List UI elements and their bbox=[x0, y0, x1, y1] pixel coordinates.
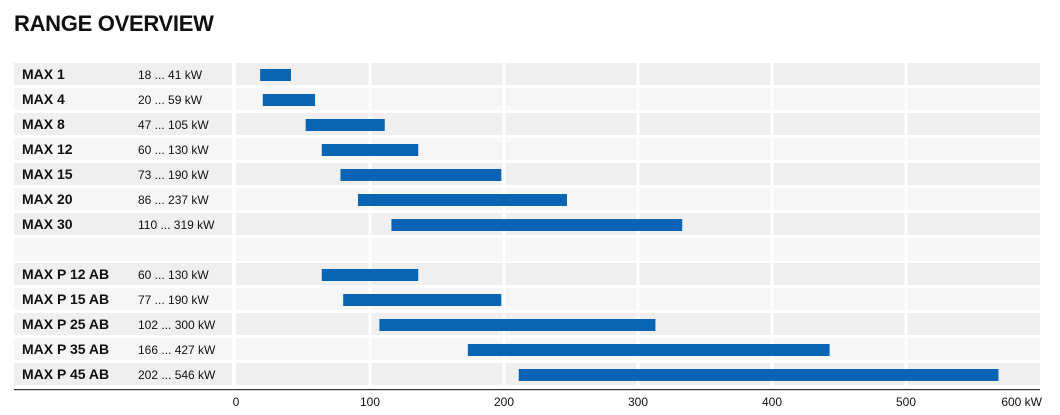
row-name-1-2: MAX P 25 AB bbox=[22, 316, 109, 332]
row-range-1-3: 166 ... 427 kW bbox=[138, 343, 216, 357]
row-name-0-0: MAX 1 bbox=[22, 66, 65, 82]
row-range-0-4: 73 ... 190 kW bbox=[138, 168, 209, 182]
bar-0-4 bbox=[340, 169, 502, 181]
gridline-400 bbox=[770, 62, 774, 387]
bar-1-3 bbox=[467, 344, 830, 356]
row-name-1-4: MAX P 45 AB bbox=[22, 366, 109, 382]
row-band-0-3 bbox=[14, 138, 1040, 160]
bar-0-5 bbox=[357, 194, 567, 206]
bar-0-6 bbox=[391, 219, 683, 231]
page-title: RANGE OVERVIEW bbox=[14, 11, 214, 36]
x-tick-label-1: 100 bbox=[360, 395, 380, 409]
row-range-1-2: 102 ... 300 kW bbox=[138, 318, 216, 332]
bar-0-3 bbox=[321, 144, 419, 156]
x-tick-label-5: 500 bbox=[896, 395, 916, 409]
row-band-0-2 bbox=[14, 113, 1040, 135]
bar-1-4 bbox=[518, 369, 999, 381]
row-name-0-3: MAX 12 bbox=[22, 141, 73, 157]
row-range-0-6: 110 ... 319 kW bbox=[138, 218, 215, 232]
row-band-1-0 bbox=[14, 263, 1040, 285]
row-name-0-4: MAX 15 bbox=[22, 166, 73, 182]
row-name-0-2: MAX 8 bbox=[22, 116, 65, 132]
bar-1-1 bbox=[343, 294, 502, 306]
bar-0-0 bbox=[260, 69, 291, 81]
row-name-1-3: MAX P 35 AB bbox=[22, 341, 109, 357]
row-range-0-5: 86 ... 237 kW bbox=[138, 193, 209, 207]
x-tick-label-0: 0 bbox=[233, 395, 240, 409]
x-tick-label-2: 200 bbox=[494, 395, 514, 409]
x-axis-line bbox=[14, 389, 1040, 391]
x-tick-label-3: 300 bbox=[628, 395, 648, 409]
row-name-1-0: MAX P 12 AB bbox=[22, 266, 109, 282]
bar-0-2 bbox=[305, 119, 385, 131]
row-range-0-1: 20 ... 59 kW bbox=[138, 93, 203, 107]
x-tick-label-4: 400 bbox=[762, 395, 782, 409]
row-band-1-1 bbox=[14, 288, 1040, 310]
row-range-0-2: 47 ... 105 kW bbox=[138, 118, 209, 132]
label-plot-separator bbox=[232, 62, 236, 387]
row-name-0-6: MAX 30 bbox=[22, 216, 73, 232]
x-tick-label-6: 600 kW bbox=[1001, 395, 1042, 409]
gridline-100 bbox=[368, 62, 372, 387]
row-name-0-1: MAX 4 bbox=[22, 91, 65, 107]
bar-1-0 bbox=[321, 269, 419, 281]
row-band-0-4 bbox=[14, 163, 1040, 185]
group-spacer-band bbox=[14, 238, 1040, 261]
gridline-500 bbox=[904, 62, 908, 387]
row-range-1-1: 77 ... 190 kW bbox=[138, 293, 209, 307]
row-range-1-4: 202 ... 546 kW bbox=[138, 368, 216, 382]
row-range-1-0: 60 ... 130 kW bbox=[138, 268, 209, 282]
row-name-0-5: MAX 20 bbox=[22, 191, 73, 207]
row-range-0-0: 18 ... 41 kW bbox=[138, 68, 203, 82]
bar-1-2 bbox=[379, 319, 656, 331]
bar-0-1 bbox=[262, 94, 316, 106]
row-name-1-1: MAX P 15 AB bbox=[22, 291, 109, 307]
row-range-0-3: 60 ... 130 kW bbox=[138, 143, 209, 157]
